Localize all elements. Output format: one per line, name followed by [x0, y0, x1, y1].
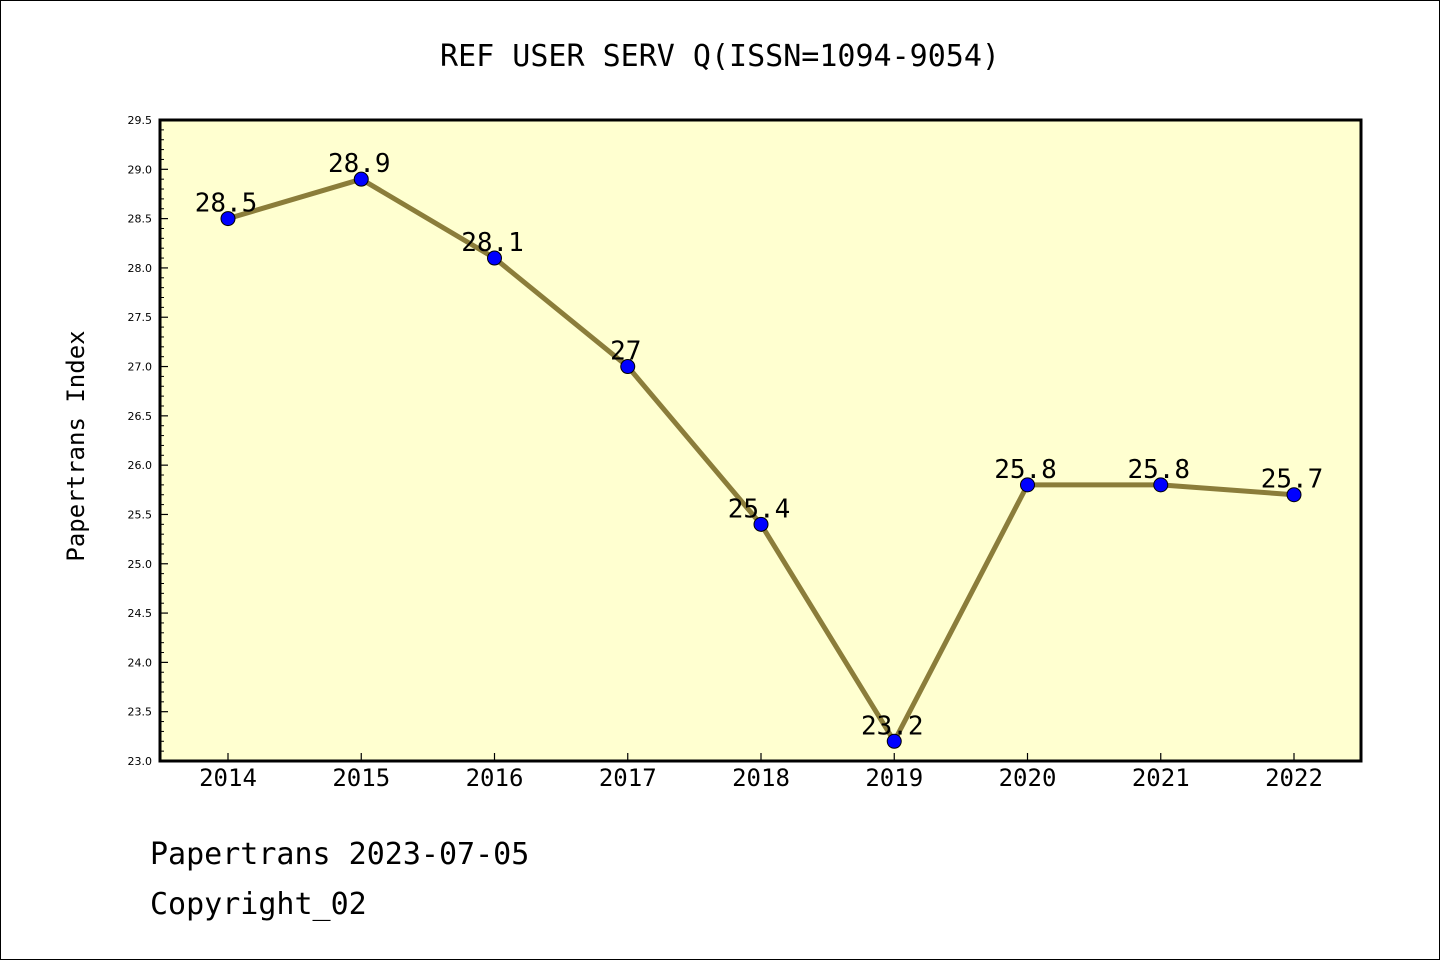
y-tick-label: 25.5 [128, 508, 153, 521]
data-markers [220, 171, 1302, 749]
data-labels: 28.5 28.9 28.1 27 25.4 23.2 25.8 25.8 25.7 [195, 149, 1324, 741]
data-label: 25.7 [1261, 465, 1324, 495]
x-tick-label: 2019 [865, 764, 923, 792]
x-tick-label: 2017 [599, 764, 657, 792]
x-tick-label: 2020 [999, 764, 1057, 792]
plot-area [160, 120, 1361, 761]
y-tick-label: 23.5 [128, 706, 153, 719]
data-point [353, 171, 369, 187]
y-tick-label: 24.0 [128, 656, 153, 669]
data-point [620, 359, 636, 375]
x-tick-label: 2021 [1132, 764, 1190, 792]
data-label: 23.2 [861, 711, 924, 741]
y-tick-label: 29.0 [128, 163, 153, 176]
y-tick-label: 26.5 [128, 410, 153, 423]
y-tick-label: 27.5 [128, 311, 153, 324]
data-label: 25.8 [994, 455, 1057, 485]
y-tick-label: 29.5 [128, 114, 153, 127]
footer-copyright: Copyright_02 [150, 887, 367, 922]
y-tick-label: 26.0 [128, 459, 153, 472]
y-axis-label: Papertrans Index [62, 330, 90, 561]
data-label: 27 [610, 337, 641, 367]
y-tick-label: 28.5 [128, 213, 153, 226]
data-label: 25.4 [728, 494, 791, 524]
x-tick-label: 2018 [732, 764, 790, 792]
chart-title: REF USER SERV Q(ISSN=1094-9054) [440, 39, 1000, 74]
data-label: 28.9 [328, 149, 391, 179]
y-axis-ticks: 23.0 23.5 24.0 24.5 25.0 25.5 26.0 26.5 27.0 27.5… [128, 114, 168, 768]
data-point [886, 733, 902, 749]
data-point [1020, 477, 1035, 493]
x-tick-label: 2016 [466, 764, 524, 792]
footer-date: Papertrans 2023-07-05 [150, 837, 529, 872]
data-point [220, 211, 236, 227]
x-tick-label: 2014 [199, 764, 257, 792]
data-label: 28.1 [461, 228, 524, 258]
x-axis-ticks: 2014 2015 2016 2017 2018 2019 2020 2021 2022 [199, 753, 1323, 792]
data-point [1286, 487, 1302, 503]
y-tick-label: 24.5 [128, 607, 153, 620]
data-point [487, 250, 502, 266]
data-label: 28.5 [195, 189, 258, 219]
data-point [753, 516, 769, 532]
data-label: 25.8 [1127, 455, 1190, 485]
x-tick-label: 2022 [1265, 764, 1323, 792]
y-tick-label: 27.0 [128, 361, 153, 374]
plot-border [158, 118, 1363, 763]
y-tick-label: 23.0 [128, 755, 153, 768]
data-point [1153, 477, 1169, 493]
y-tick-label: 28.0 [128, 262, 153, 275]
x-tick-label: 2015 [332, 764, 390, 792]
y-tick-label: 25.0 [128, 558, 153, 571]
